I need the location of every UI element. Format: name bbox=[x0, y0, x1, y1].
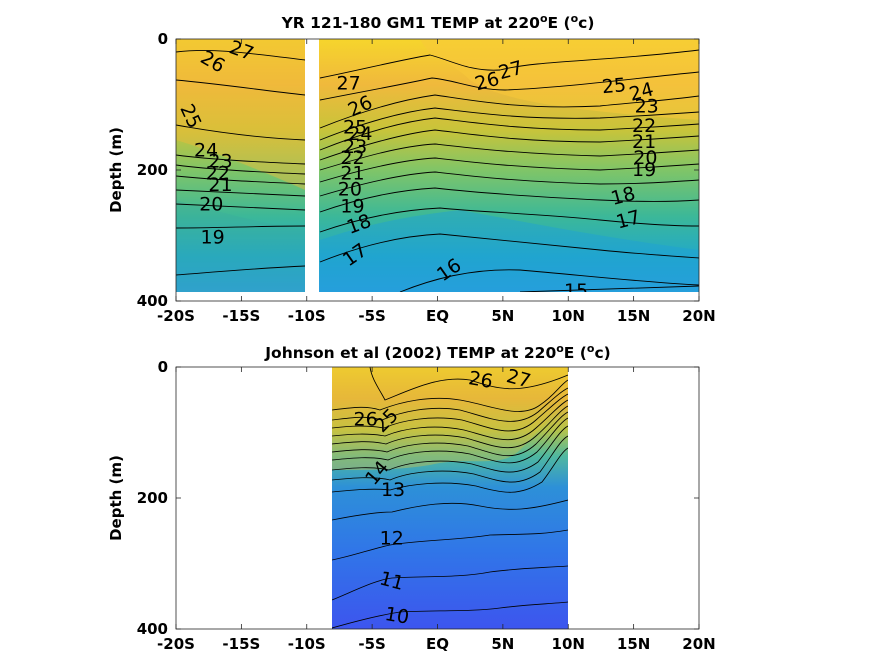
panel-top-contour-label: 21 bbox=[632, 131, 656, 153]
panel-top-missing-data-gap bbox=[305, 39, 319, 301]
panel-top-west-warm bbox=[176, 39, 305, 190]
panel-bottom-x-tick-label: 10N bbox=[552, 635, 585, 653]
panel-top-y-tick-label: 0 bbox=[158, 30, 168, 48]
panel-bottom-x-tick-label: 5N bbox=[491, 635, 514, 653]
panel-bottom-x-tick-label: -20S bbox=[157, 635, 195, 653]
panel-bottom-x-tick-label: 20N bbox=[682, 635, 715, 653]
panel-top-ticks: -20S -15S -10S -5S EQ 5N 10N 15N 20N 0 200 400 bbox=[137, 30, 716, 325]
panel-top-contour-label: 19 bbox=[201, 226, 225, 248]
panel-top-contour-label: 22 bbox=[340, 147, 364, 169]
panel-top-x-tick-label: 15N bbox=[617, 307, 650, 325]
panel-top-contour-label: 20 bbox=[338, 179, 362, 201]
panel-top-x-tick-label: -5S bbox=[358, 307, 385, 325]
panel-top-contour-label: 24 bbox=[348, 123, 372, 145]
panel-top-contour-label: 23 bbox=[343, 136, 367, 158]
panel-top-contour-label: 20 bbox=[199, 194, 223, 216]
panel-top-y-axis-label: Depth (m) bbox=[107, 127, 125, 213]
panel-bottom-ticks: -20S -15S -10S -5S EQ 5N 10N 15N 20N 0 200 400 bbox=[137, 358, 716, 653]
panel-top-contour-label: 22 bbox=[206, 162, 230, 184]
panel-top-contour-label: 19 bbox=[632, 159, 656, 181]
panel-top-x-tick-label: 5N bbox=[491, 307, 514, 325]
panel-top-contour-label: 23 bbox=[208, 150, 232, 172]
panel-top-contour-label: 20 bbox=[633, 147, 657, 169]
panel-top-contour-label: 19 bbox=[340, 196, 364, 218]
panel-bottom-x-tick-label: -10S bbox=[288, 635, 326, 653]
panel-bottom-contours bbox=[332, 367, 568, 629]
panel-top-title: YR 121-180 GM1 TEMP at 220oE (oc) bbox=[281, 12, 595, 32]
panel-bottom-contour-label: 13 bbox=[381, 479, 405, 501]
panel-top-contour-label: 24 bbox=[194, 139, 218, 161]
panel-bottom-x-tick-label: 15N bbox=[617, 635, 650, 653]
panel-top-x-tick-label: 20N bbox=[682, 307, 715, 325]
panel-bottom-x-tick-label: EQ bbox=[426, 635, 449, 653]
panel-top-contour-label: 21 bbox=[340, 162, 364, 184]
panel-bottom-y-tick-label: 0 bbox=[158, 358, 168, 376]
panel-bottom-contour-label: 12 bbox=[380, 528, 404, 550]
panel-top-x-tick-label: 10N bbox=[552, 307, 585, 325]
panel-bottom-contour-label: 26 bbox=[467, 367, 495, 393]
panel-top-contour-label: 22 bbox=[632, 115, 656, 137]
panel-top-y-tick-label: 200 bbox=[137, 161, 168, 179]
panel-top-warm-bulge bbox=[380, 39, 699, 120]
panel-top-contour-label: 25 bbox=[601, 74, 627, 98]
panel-top: 2726252423222120192726252423222120191817… bbox=[107, 12, 716, 325]
panel-bottom-title: Johnson et al (2002) TEMP at 220oE (oc) bbox=[264, 342, 610, 362]
panel-top-east-deep bbox=[320, 210, 699, 292]
panel-top-contour-label: 25 bbox=[343, 116, 367, 138]
panel-bottom-x-tick-label: -15S bbox=[222, 635, 260, 653]
panel-bottom-contour-label: 26 bbox=[353, 408, 377, 430]
panel-top-west-cool bbox=[176, 200, 305, 292]
panel-top-x-tick-label: -10S bbox=[288, 307, 326, 325]
panel-top-x-tick-label: EQ bbox=[426, 307, 449, 325]
panel-top-contours bbox=[176, 49, 699, 292]
panel-bottom-x-tick-label: -5S bbox=[358, 635, 385, 653]
panel-bottom-y-tick-label: 200 bbox=[137, 489, 168, 507]
panel-top-contour-label: 21 bbox=[208, 174, 232, 196]
panel-top-contour-label: 27 bbox=[336, 73, 360, 95]
panel-bottom-y-tick-label: 400 bbox=[137, 620, 168, 638]
panel-top-contour-label: 15 bbox=[564, 280, 588, 302]
panel-bottom-contour-label: 10 bbox=[383, 603, 411, 629]
panel-top-field: 2726252423222120192726252423222120191817… bbox=[176, 39, 699, 302]
panel-top-x-tick-label: -15S bbox=[222, 307, 260, 325]
panel-top-x-tick-label: -20S bbox=[157, 307, 195, 325]
panel-bottom-y-axis-label: Depth (m) bbox=[107, 455, 125, 541]
panel-top-contour-label: 23 bbox=[635, 95, 659, 117]
panel-top-y-tick-label: 400 bbox=[137, 292, 168, 310]
